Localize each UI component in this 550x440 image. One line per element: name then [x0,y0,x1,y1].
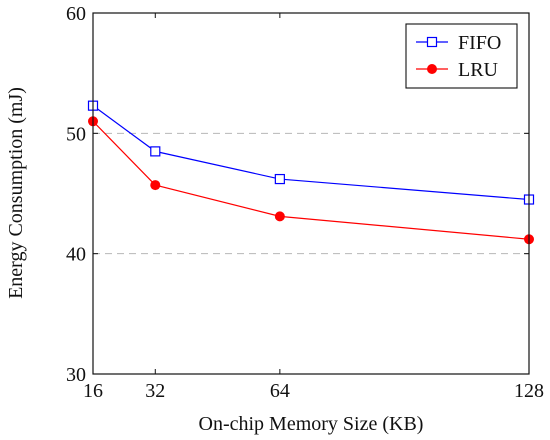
y-tick-label-30: 30 [66,364,86,386]
lru-point-64 [274,211,285,222]
fifo-series-line [92,105,530,201]
x-tick-label-32: 32 [145,380,165,402]
fifo-point-32 [150,146,161,157]
y-tick-label-40: 40 [66,244,86,266]
x-axis-label: On-chip Memory Size (KB) [199,413,424,435]
x-tick-label-64: 64 [270,380,290,402]
x-tick-label-16: 16 [83,380,103,402]
fifo-point-64 [274,173,285,185]
lru-point-32 [150,180,161,191]
y-tick-label-60: 60 [66,3,86,25]
legend-lru-label: LRU [458,59,499,81]
legend: FIFO LRU [405,23,518,89]
lru-series-line [92,120,530,240]
legend-fifo-label: FIFO [458,32,501,54]
axis-ticks: 30 40 50 60 16 32 64 128 [66,3,544,402]
series-layer [87,100,535,245]
legend-fifo-marker [426,36,438,48]
y-axis-label: Energy Consumption (mJ) [5,87,27,299]
plot-frame [92,12,530,375]
x-tick-label-128: 128 [514,380,544,402]
grid-lines [93,132,529,255]
y-tick-label-50: 50 [66,123,86,145]
legend-box [405,23,518,89]
legend-lru-marker [427,64,437,74]
